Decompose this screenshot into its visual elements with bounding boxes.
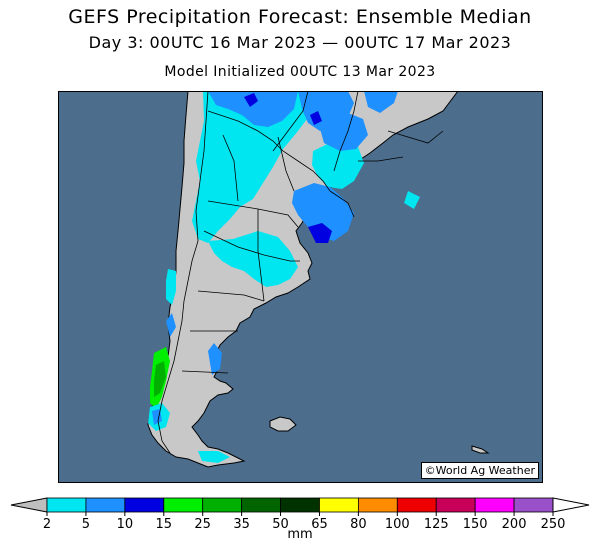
model-init-label: Model Initialized 00UTC 13 Mar 2023: [164, 64, 436, 80]
colorbar-swatch: [474, 497, 515, 513]
map-subtitle: Day 3: 00UTC 16 Mar 2023 — 00UTC 17 Mar …: [88, 33, 512, 52]
map-title: GEFS Precipitation Forecast: Ensemble Me…: [68, 6, 532, 28]
precip-5-10: [166, 91, 398, 375]
colorbar-tick-label: 15: [155, 517, 172, 532]
colorbar-tick-label: 250: [541, 517, 566, 532]
colorbar-swatch: [85, 497, 126, 513]
colorbar-swatch: [396, 497, 437, 513]
colorbar-swatch: [357, 497, 398, 513]
colorbar-tick-label: 50: [272, 517, 289, 532]
colorbar-tick-label: 200: [502, 517, 527, 532]
precip-10-15: [244, 93, 332, 243]
colorbar-tick-label: 10: [117, 517, 134, 532]
colorbar-tick-label: 35: [233, 517, 250, 532]
precipitation-map: ©World Ag Weather: [58, 91, 543, 483]
colorbar-swatch: [163, 497, 204, 513]
colorbar-tick-label: 5: [82, 517, 90, 532]
colorbar-tick-label: 150: [463, 517, 488, 532]
colorbar-swatch: [46, 497, 87, 513]
south-georgia-island: [471, 445, 490, 454]
borders: [157, 91, 444, 454]
colorbar-under-arrow: [10, 497, 48, 513]
colorbar-swatch: [241, 497, 281, 513]
colorbar-swatch: [280, 497, 320, 513]
colorbar-swatch: [124, 497, 165, 513]
falkland-islands: [269, 416, 297, 432]
colorbar-tick-label: 125: [424, 517, 449, 532]
colorbar-tick-label: 80: [350, 517, 367, 532]
colorbar-tick-label: 65: [311, 517, 328, 532]
colorbar-tick-label: 100: [385, 517, 410, 532]
precip-colorbar: 2 5 10 15 25 35 50 65 80 100 125 150 200 250 mm: [10, 497, 590, 542]
colorbar-tick-label: 25: [194, 517, 211, 532]
colorbar-over-arrow: [552, 497, 590, 513]
colorbar-swatch: [202, 497, 243, 513]
colorbar-swatch: [319, 497, 359, 513]
precip-2-5: [166, 91, 420, 305]
credit-label: ©World Ag Weather: [420, 462, 539, 479]
colorbar-unit-label: mm: [287, 527, 312, 542]
colorbar-tick-label: 2: [43, 517, 51, 532]
colorbar-swatch: [513, 497, 554, 513]
colorbar-swatch: [435, 497, 476, 513]
